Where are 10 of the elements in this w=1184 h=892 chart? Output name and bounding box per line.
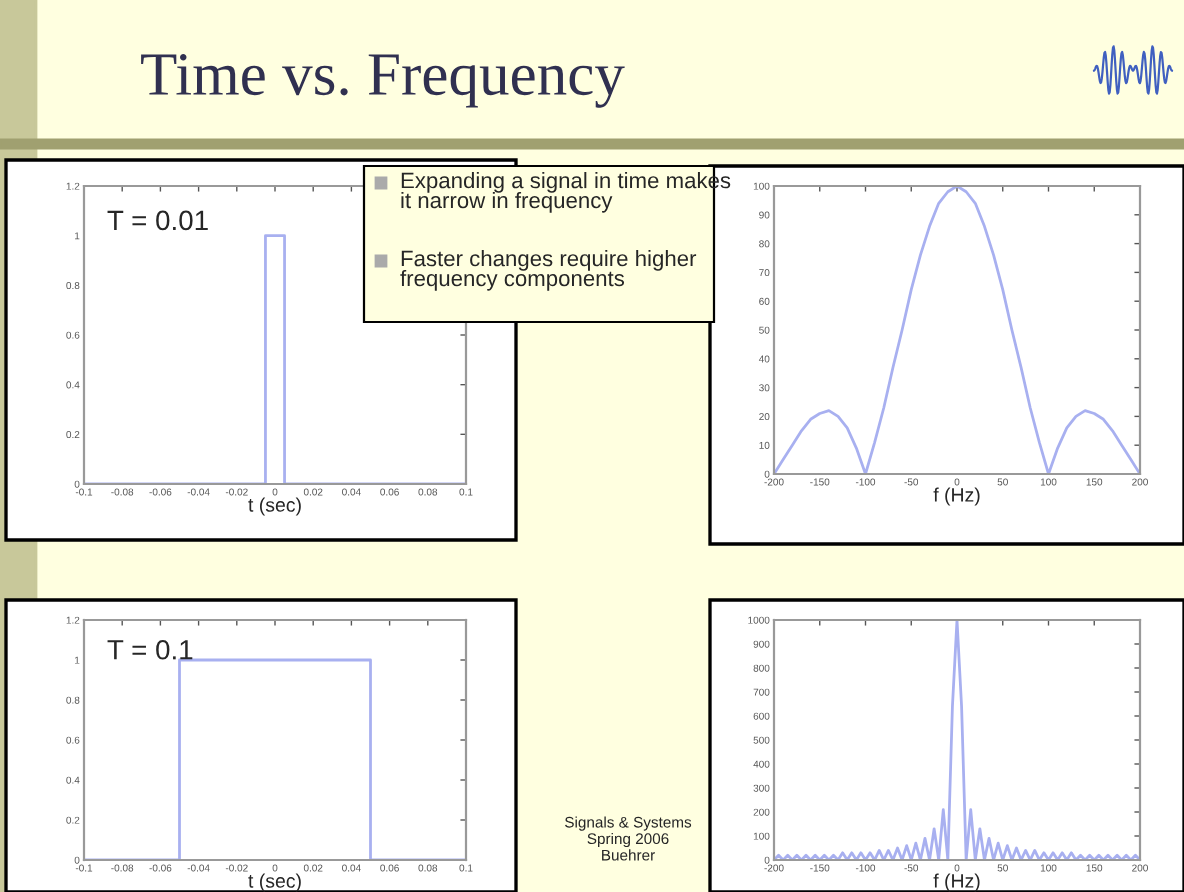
annotation: Faster changes require higher frequency components [400, 250, 697, 291]
line-series [774, 620, 1140, 860]
annotation: T = 0.01 [107, 210, 208, 231]
x-axis-title: f (Hz) [933, 873, 980, 892]
x-axis-title: t (sec) [248, 873, 301, 892]
annotation: T = 0.1 [107, 639, 193, 660]
text: Time vs. Frequency [141, 54, 625, 108]
x-axis-title: t (sec) [248, 497, 301, 516]
x-axis-title: f (Hz) [933, 487, 980, 506]
line-series [774, 186, 1140, 474]
